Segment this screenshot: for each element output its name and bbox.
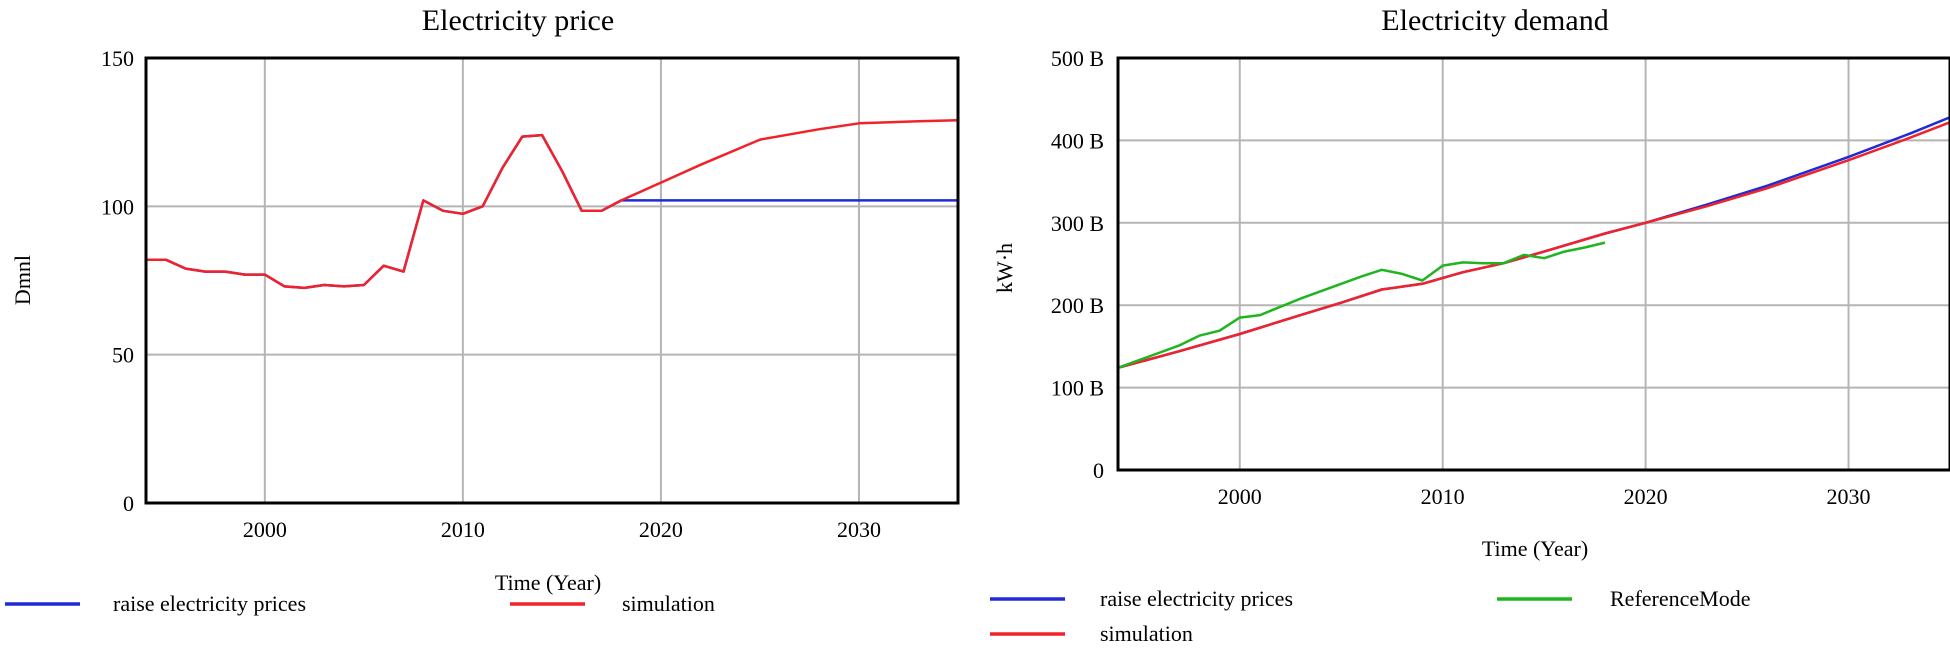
legend: raise electricity prices simulation Refere… bbox=[990, 586, 1750, 646]
legend: raise electricity prices simulation bbox=[5, 591, 715, 616]
legend-item: raise electricity prices bbox=[990, 586, 1293, 611]
y-axis-label: Dmnl bbox=[10, 255, 35, 305]
x-axis-label: Time (Year) bbox=[1482, 536, 1588, 561]
legend-label: raise electricity prices bbox=[1100, 586, 1293, 611]
series-line-simulation bbox=[146, 119, 959, 290]
legend-item: raise electricity prices bbox=[5, 591, 306, 616]
series-line-raise-electricity-prices bbox=[1117, 116, 1950, 370]
x-tick-label: 2000 bbox=[1218, 484, 1262, 509]
y-tick-label: 50 bbox=[112, 343, 134, 368]
legend-label: simulation bbox=[622, 591, 715, 616]
electricity-price-chart: Electricity price 2000 2010 2020 2030 0 50 100… bbox=[5, 4, 960, 616]
y-tick-label: 100 B bbox=[1051, 376, 1104, 401]
plot-frame bbox=[1116, 56, 1950, 472]
y-tick-label: 0 bbox=[123, 491, 134, 516]
y-tick-label: 300 B bbox=[1051, 211, 1104, 236]
y-tick-label: 150 bbox=[101, 46, 134, 71]
chart-title: Electricity price bbox=[422, 4, 614, 37]
series-line-simulation bbox=[1117, 121, 1950, 370]
x-tick-label: 2030 bbox=[1827, 484, 1871, 509]
y-tick-label: 200 B bbox=[1051, 293, 1104, 318]
legend-item: ReferenceMode bbox=[1497, 586, 1750, 611]
plot-frame bbox=[144, 56, 960, 505]
series-line-raise-electricity-prices bbox=[146, 133, 958, 290]
legend-item: simulation bbox=[990, 621, 1193, 646]
x-tick-label: 2010 bbox=[441, 517, 485, 542]
y-tick-label: 500 B bbox=[1051, 46, 1104, 71]
chart-title: Electricity demand bbox=[1381, 4, 1608, 37]
series-line-referencemode bbox=[1117, 241, 1606, 369]
x-tick-label: 2020 bbox=[639, 517, 683, 542]
x-tick-label: 2030 bbox=[837, 517, 881, 542]
x-tick-label: 2010 bbox=[1421, 484, 1465, 509]
x-axis-label: Time (Year) bbox=[495, 570, 601, 595]
legend-item: simulation bbox=[510, 591, 715, 616]
y-tick-label: 100 bbox=[101, 194, 134, 219]
legend-label: ReferenceMode bbox=[1610, 586, 1750, 611]
y-tick-label: 400 B bbox=[1051, 128, 1104, 153]
y-axis-label: kW·h bbox=[992, 243, 1017, 293]
legend-label: raise electricity prices bbox=[113, 591, 306, 616]
y-tick-label: 0 bbox=[1093, 458, 1104, 483]
electricity-demand-chart: Electricity demand 2000 2010 2020 2030 0 100 … bbox=[990, 4, 1950, 646]
x-tick-label: 2020 bbox=[1624, 484, 1668, 509]
legend-label: simulation bbox=[1100, 621, 1193, 646]
x-tick-label: 2000 bbox=[243, 517, 287, 542]
